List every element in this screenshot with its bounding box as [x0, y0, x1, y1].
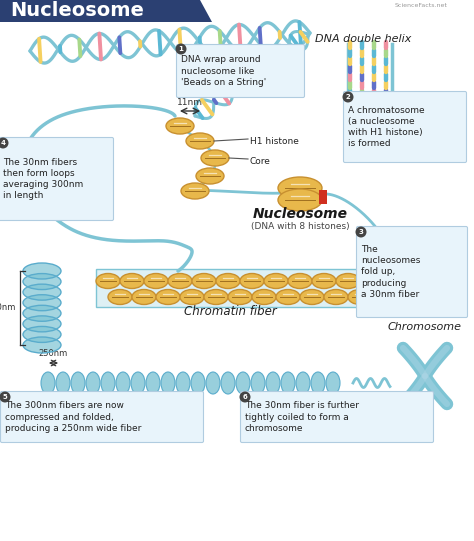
Ellipse shape	[23, 274, 61, 289]
Text: 6: 6	[243, 394, 247, 400]
Ellipse shape	[176, 372, 190, 394]
Text: ScienceFacts.net: ScienceFacts.net	[395, 3, 448, 8]
Ellipse shape	[181, 183, 209, 199]
Ellipse shape	[156, 289, 180, 305]
Ellipse shape	[206, 372, 220, 394]
Text: Chromatin fiber: Chromatin fiber	[183, 305, 276, 318]
Ellipse shape	[132, 289, 156, 305]
Circle shape	[239, 392, 250, 403]
Ellipse shape	[116, 372, 130, 394]
Bar	[96, 269, 376, 307]
Ellipse shape	[196, 168, 224, 184]
Ellipse shape	[23, 337, 61, 353]
Ellipse shape	[281, 372, 295, 394]
Ellipse shape	[278, 177, 322, 199]
Ellipse shape	[228, 289, 252, 305]
Ellipse shape	[288, 274, 312, 288]
Text: H1 histone: H1 histone	[250, 136, 299, 146]
Text: Chromosome: Chromosome	[388, 322, 462, 332]
FancyBboxPatch shape	[240, 392, 434, 443]
Ellipse shape	[192, 274, 216, 288]
Circle shape	[356, 227, 366, 237]
Ellipse shape	[221, 372, 235, 394]
Ellipse shape	[312, 274, 336, 288]
Bar	[319, 190, 327, 204]
Text: 30nm: 30nm	[390, 285, 416, 294]
FancyBboxPatch shape	[0, 392, 203, 443]
Ellipse shape	[161, 372, 175, 394]
Polygon shape	[0, 0, 212, 22]
Ellipse shape	[278, 189, 322, 211]
Circle shape	[0, 137, 9, 148]
Ellipse shape	[23, 284, 61, 300]
Ellipse shape	[168, 274, 192, 288]
Ellipse shape	[311, 372, 325, 394]
Ellipse shape	[296, 372, 310, 394]
Text: The 30nm fibers
then form loops
averaging 300nm
in length: The 30nm fibers then form loops averagin…	[3, 158, 83, 200]
Circle shape	[0, 392, 10, 403]
Ellipse shape	[23, 326, 61, 342]
Text: DNA wrap around
nucleosome like
'Beads on a String': DNA wrap around nucleosome like 'Beads o…	[181, 55, 266, 87]
Text: 5: 5	[3, 394, 8, 400]
Text: Core: Core	[250, 156, 271, 166]
Ellipse shape	[252, 289, 276, 305]
Text: 300nm: 300nm	[0, 304, 16, 313]
Ellipse shape	[41, 372, 55, 394]
Ellipse shape	[348, 289, 372, 305]
Text: DNA double helix: DNA double helix	[315, 34, 411, 44]
Ellipse shape	[180, 289, 204, 305]
Bar	[96, 269, 376, 307]
Ellipse shape	[71, 372, 85, 394]
Ellipse shape	[96, 274, 120, 288]
Ellipse shape	[108, 289, 132, 305]
Ellipse shape	[201, 150, 229, 166]
Text: 4: 4	[0, 140, 6, 146]
Ellipse shape	[186, 133, 214, 149]
Text: A chromatosome
(a nucleosome
with H1 histone)
is formed: A chromatosome (a nucleosome with H1 his…	[348, 106, 425, 148]
FancyBboxPatch shape	[344, 91, 466, 162]
Ellipse shape	[144, 274, 168, 288]
Ellipse shape	[336, 274, 360, 288]
Ellipse shape	[191, 372, 205, 394]
Ellipse shape	[251, 372, 265, 394]
Ellipse shape	[23, 263, 61, 279]
Text: The 300nm fibers are now
compressed and folded,
producing a 250nm wide fiber: The 300nm fibers are now compressed and …	[5, 401, 141, 433]
Text: 11nm: 11nm	[177, 98, 203, 107]
Text: The 30nm fiber is further
tightly coiled to form a
chromosome: The 30nm fiber is further tightly coiled…	[245, 401, 359, 433]
Text: Nucleosome: Nucleosome	[253, 207, 347, 221]
Ellipse shape	[266, 372, 280, 394]
Text: 3: 3	[358, 229, 364, 235]
Circle shape	[175, 43, 186, 55]
Ellipse shape	[264, 274, 288, 288]
Ellipse shape	[56, 372, 70, 394]
Ellipse shape	[23, 305, 61, 321]
Text: 250nm: 250nm	[39, 349, 68, 358]
Text: Nucleosome: Nucleosome	[10, 2, 144, 21]
FancyBboxPatch shape	[0, 137, 113, 221]
Ellipse shape	[120, 274, 144, 288]
Ellipse shape	[324, 289, 348, 305]
Text: (DNA with 8 histones): (DNA with 8 histones)	[251, 222, 349, 231]
Ellipse shape	[166, 118, 194, 134]
FancyBboxPatch shape	[356, 227, 467, 318]
Circle shape	[343, 91, 354, 102]
Ellipse shape	[326, 372, 340, 394]
Text: The
nucleosomes
fold up,
producing
a 30nm fiber: The nucleosomes fold up, producing a 30n…	[361, 245, 420, 299]
Ellipse shape	[131, 372, 145, 394]
Ellipse shape	[240, 274, 264, 288]
Ellipse shape	[236, 372, 250, 394]
Ellipse shape	[216, 274, 240, 288]
Text: 2: 2	[346, 94, 350, 100]
Ellipse shape	[86, 372, 100, 394]
Text: 1: 1	[179, 46, 183, 52]
Ellipse shape	[300, 289, 324, 305]
Ellipse shape	[23, 316, 61, 332]
Ellipse shape	[204, 289, 228, 305]
FancyBboxPatch shape	[176, 44, 304, 97]
Ellipse shape	[276, 289, 300, 305]
Ellipse shape	[101, 372, 115, 394]
Ellipse shape	[23, 295, 61, 311]
Ellipse shape	[146, 372, 160, 394]
